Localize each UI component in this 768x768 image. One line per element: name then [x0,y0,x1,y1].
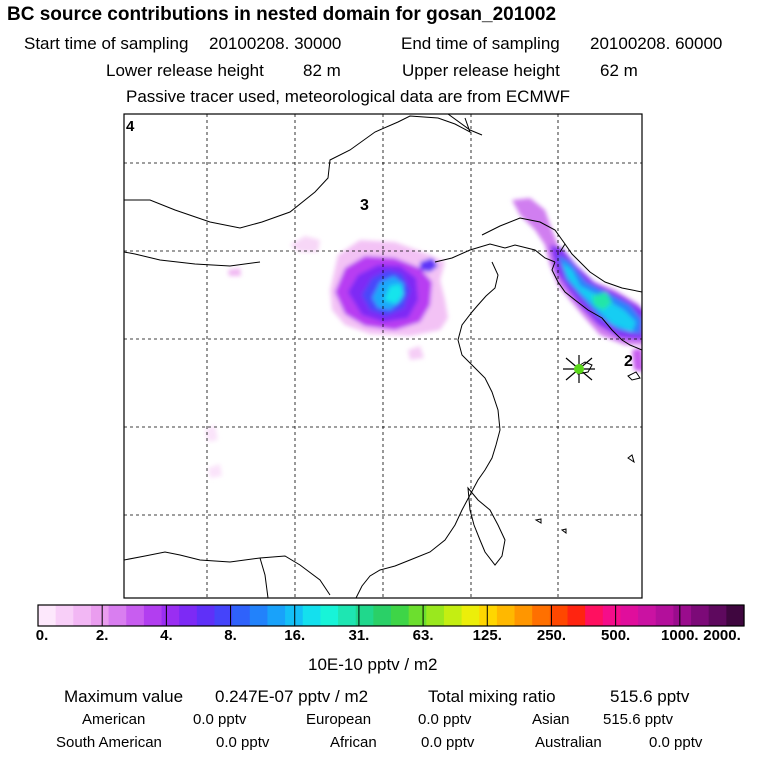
colorbar-cell [73,605,92,626]
colorbar-cell [602,605,622,626]
colorbar-tick-label: 250. [536,627,567,644]
colorbar-unit: 10E-10 pptv / m2 [308,655,438,674]
colorbar-cell [338,605,357,626]
african-label: African [330,734,377,751]
colorbar-cell [179,605,198,626]
australian-label: Australian [535,734,602,751]
colorbar-cell [426,605,445,626]
colorbar-tick-label: 2000. [703,627,741,644]
gosan-station-marker [563,355,595,383]
colorbar-cell [638,605,657,626]
colorbar-cell [567,605,586,626]
colorbar-cell [691,605,710,626]
colorbar-frame [37,604,745,627]
lower-height-label: Lower release height [106,61,264,80]
colorbar-cell [461,605,480,626]
australian-value: 0.0 pptv [649,734,703,751]
concentration-field [205,198,642,478]
coastlines [124,114,642,598]
map-title: BC source contributions in nested domain… [7,4,557,25]
colorbar-cell [620,605,639,626]
american-value: 0.0 pptv [193,711,247,728]
colorbar-cell [232,605,251,626]
colorbar-tick-label: 16. [284,627,306,644]
colorbar-cell [673,605,692,626]
colorbar-cell [214,605,233,626]
colorbar-cell [108,605,127,626]
colorbar-tick-label: 31. [348,627,370,644]
start-time-label: Start time of sampling [24,34,189,53]
colorbar-cell [726,605,745,626]
total-mixing-label: Total mixing ratio [428,687,556,706]
colorbar-cell [479,605,498,626]
upper-height-value: 62 m [600,61,638,80]
tracer-note: Passive tracer used, meteorological data… [126,87,571,106]
colorbar-cell [585,605,604,626]
american-label: American [82,711,146,728]
colorbar-tick-label: 500. [601,627,631,644]
colorbar-cell [196,605,216,626]
colorbar-cell [373,605,392,626]
colorbar-cell [355,605,374,626]
colorbar-cell [408,605,427,626]
colorbar-cell [55,605,74,626]
colorbar-cell [38,605,57,626]
colorbar-cell [655,605,674,626]
colorbar-cell [126,605,145,626]
colorbar-cell [143,605,163,626]
max-value-label: Maximum value [64,687,184,706]
colorbar-tick-label: 8. [224,627,237,644]
colorbar-tick-label: 4. [160,627,173,644]
colorbar-tick-label: 125. [472,627,502,644]
map-frame [123,113,643,599]
colorbar-cell [249,605,269,626]
colorbar-cell [532,605,551,626]
european-value: 0.0 pptv [418,711,472,728]
upper-height-label: Upper release height [402,61,560,80]
south-american-label: South American [56,734,162,751]
colorbar-cell [302,605,321,626]
region-label-3: 3 [360,197,369,214]
colorbar-cell [496,605,516,626]
colorbar-tick-label: 0. [35,627,49,644]
lower-height-value: 82 m [303,61,341,80]
asian-value: 515.6 pptv [603,711,674,728]
colorbar-cell [267,605,286,626]
colorbar-cell [320,605,339,626]
colorbar-tick-label: 1000. [661,627,699,644]
colorbar-dividers [101,605,681,626]
colorbar-cell [514,605,533,626]
colorbar-cell [161,605,180,626]
south-american-value: 0.0 pptv [216,734,270,751]
region-label-4: 4 [126,118,135,135]
start-time-value: 20100208. 30000 [209,34,342,53]
colorbar-cell [549,605,569,626]
colorbar-cell [391,605,410,626]
end-time-label: End time of sampling [401,34,560,53]
colorbar-cells [38,605,745,626]
european-label: European [306,711,372,728]
asian-label: Asian [532,711,570,728]
region-label-2: 2 [624,353,633,370]
colorbar-cell [285,605,304,626]
colorbar-cell [708,605,727,626]
colorbar-tick-label: 63. [412,627,434,644]
colorbar-cell [90,605,110,626]
max-value: 0.247E-07 pptv / m2 [215,687,369,706]
map-gridlines [124,114,642,598]
african-value: 0.0 pptv [421,734,475,751]
colorbar-cell [443,605,463,626]
total-mixing-value: 515.6 pptv [610,687,690,706]
colorbar-tick-label: 2. [95,627,109,644]
end-time-value: 20100208. 60000 [590,34,723,53]
